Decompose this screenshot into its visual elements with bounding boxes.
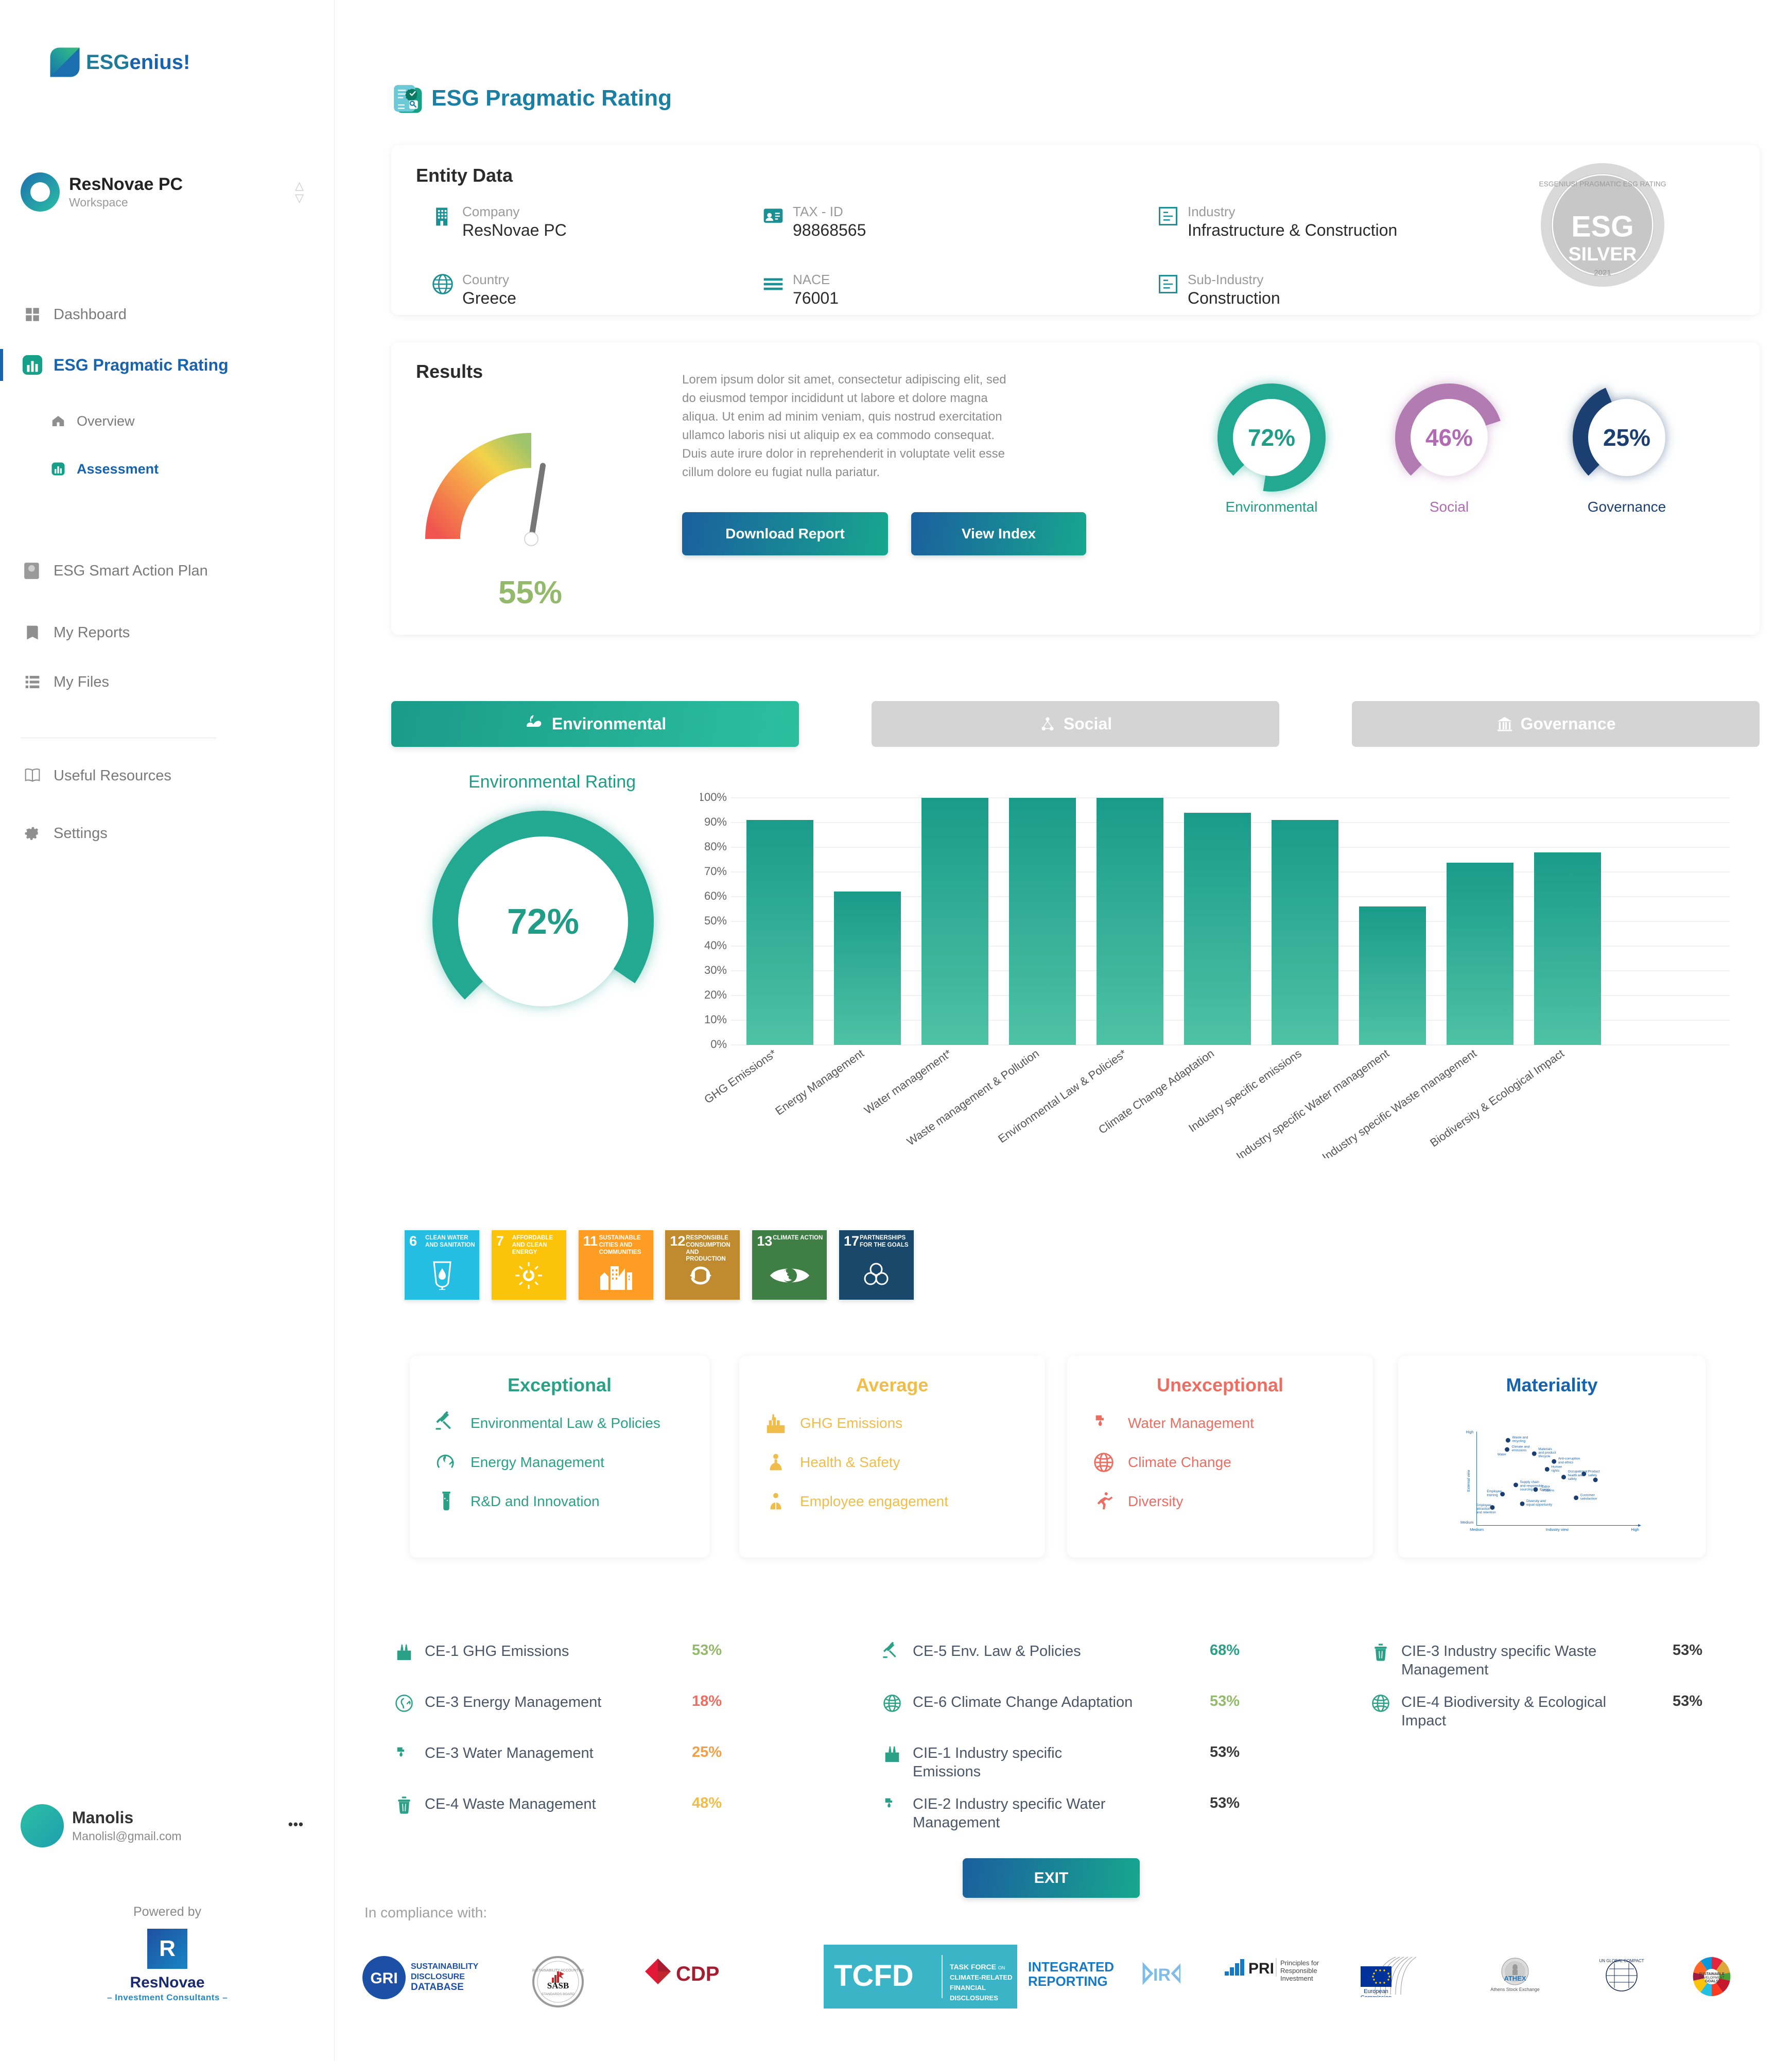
svg-text:TASK FORCE ON: TASK FORCE ON bbox=[950, 1963, 1005, 1971]
svg-text:Human: Human bbox=[1551, 1465, 1562, 1469]
svg-text:Supply chain: Supply chain bbox=[1520, 1480, 1540, 1484]
svg-text:STANDARDS BOARD: STANDARDS BOARD bbox=[542, 1993, 575, 1996]
svg-text:Diversity and: Diversity and bbox=[1526, 1499, 1546, 1503]
svg-text:GOALS: GOALS bbox=[1705, 1979, 1719, 1983]
svg-text:Industry specific Water manage: Industry specific Water management bbox=[1234, 1047, 1391, 1158]
svg-text:Industry view: Industry view bbox=[1546, 1527, 1569, 1532]
svg-text:CDP: CDP bbox=[676, 1963, 719, 1985]
svg-text:INTEGRATED: INTEGRATED bbox=[1028, 1959, 1114, 1975]
svg-text:lifecycle: lifecycle bbox=[1538, 1455, 1551, 1458]
svg-text:Athens Stock Exchange: Athens Stock Exchange bbox=[1490, 1987, 1540, 1992]
svg-text:IR: IR bbox=[1153, 1965, 1171, 1985]
svg-text:CLIMATE-RELATED: CLIMATE-RELATED bbox=[950, 1973, 1013, 1981]
svg-text:Biodiversity & Ecological Impa: Biodiversity & Ecological Impact bbox=[1428, 1047, 1567, 1149]
svg-text:and product: and product bbox=[1538, 1451, 1556, 1455]
svg-text:50%: 50% bbox=[704, 914, 727, 927]
svg-text:training: training bbox=[1487, 1493, 1498, 1497]
svg-text:High: High bbox=[1466, 1430, 1474, 1435]
svg-text:Commission: Commission bbox=[1361, 1995, 1392, 1997]
svg-text:Anti-corruption: Anti-corruption bbox=[1558, 1457, 1580, 1461]
svg-text:Employee: Employee bbox=[1476, 1504, 1491, 1507]
svg-text:PRI: PRI bbox=[1248, 1960, 1274, 1977]
svg-text:100%: 100% bbox=[700, 791, 727, 804]
svg-text:Employee: Employee bbox=[1487, 1490, 1502, 1493]
svg-text:2021: 2021 bbox=[1594, 269, 1611, 277]
svg-text:DISCLOSURES: DISCLOSURES bbox=[950, 1994, 998, 2002]
svg-text:Water: Water bbox=[1498, 1453, 1507, 1457]
svg-text:and ethics: and ethics bbox=[1558, 1461, 1574, 1464]
svg-text:REPORTING: REPORTING bbox=[1028, 1973, 1108, 1989]
svg-text:sourcing: sourcing bbox=[1520, 1488, 1533, 1492]
svg-text:40%: 40% bbox=[704, 939, 727, 952]
svg-text:rights: rights bbox=[1551, 1469, 1560, 1473]
svg-text:safety: safety bbox=[1568, 1477, 1577, 1481]
svg-text:30%: 30% bbox=[704, 964, 727, 976]
svg-text:emissions: emissions bbox=[1511, 1449, 1527, 1453]
svg-text:Water management*: Water management* bbox=[862, 1046, 954, 1116]
svg-text:External view: External view bbox=[1467, 1470, 1471, 1492]
svg-text:Customer: Customer bbox=[1580, 1493, 1595, 1497]
svg-text:0%: 0% bbox=[710, 1038, 727, 1051]
svg-text:80%: 80% bbox=[704, 840, 727, 853]
svg-text:Industry specific Waste manage: Industry specific Waste management bbox=[1320, 1047, 1479, 1158]
svg-text:FINANCIAL: FINANCIAL bbox=[950, 1984, 986, 1992]
svg-text:Investment: Investment bbox=[1280, 1975, 1313, 1982]
svg-text:and retention: and retention bbox=[1476, 1511, 1496, 1514]
svg-text:UN GLOBAL COMPACT: UN GLOBAL COMPACT bbox=[1599, 1959, 1644, 1963]
svg-text:ESG: ESG bbox=[1571, 211, 1633, 243]
svg-text:SUSTAINABLE: SUSTAINABLE bbox=[1699, 1972, 1725, 1976]
svg-text:Medium: Medium bbox=[1470, 1527, 1484, 1532]
svg-text:European: European bbox=[1364, 1988, 1388, 1995]
svg-text:Medium: Medium bbox=[1460, 1521, 1473, 1525]
svg-text:Energy Management: Energy Management bbox=[773, 1047, 866, 1118]
svg-text:Materials: Materials bbox=[1538, 1447, 1552, 1451]
svg-text:70%: 70% bbox=[704, 865, 727, 878]
svg-text:TCFD: TCFD bbox=[834, 1959, 914, 1993]
svg-text:health and: health and bbox=[1568, 1474, 1584, 1477]
svg-text:High: High bbox=[1631, 1527, 1639, 1532]
svg-text:recycling: recycling bbox=[1512, 1440, 1525, 1443]
svg-text:Occupational: Occupational bbox=[1568, 1470, 1588, 1474]
svg-text:SASB: SASB bbox=[547, 1981, 569, 1990]
svg-text:Principles for: Principles for bbox=[1280, 1959, 1319, 1967]
svg-text:ATHEX: ATHEX bbox=[1504, 1975, 1526, 1982]
svg-text:60%: 60% bbox=[704, 889, 727, 902]
svg-text:safety: safety bbox=[1588, 1474, 1597, 1477]
svg-text:attraction: attraction bbox=[1476, 1507, 1490, 1511]
svg-text:satisfaction: satisfaction bbox=[1580, 1497, 1597, 1500]
svg-text:20%: 20% bbox=[704, 988, 727, 1001]
svg-text:10%: 10% bbox=[704, 1013, 727, 1026]
svg-text:GRI: GRI bbox=[370, 1970, 397, 1987]
svg-text:90%: 90% bbox=[704, 815, 727, 828]
svg-text:SILVER: SILVER bbox=[1569, 243, 1637, 265]
svg-text:Product: Product bbox=[1588, 1470, 1600, 1474]
svg-text:Climate and: Climate and bbox=[1511, 1445, 1529, 1448]
svg-text:Waste and: Waste and bbox=[1512, 1436, 1528, 1440]
svg-text:GHG Emissions*: GHG Emissions* bbox=[702, 1046, 779, 1106]
svg-text:ESGENIUS! PRAGMATIC ESG RATING: ESGENIUS! PRAGMATIC ESG RATING bbox=[1539, 180, 1666, 188]
svg-text:Responsible: Responsible bbox=[1280, 1967, 1317, 1975]
svg-text:Energy: Energy bbox=[1540, 1488, 1551, 1492]
svg-text:and responsible: and responsible bbox=[1520, 1484, 1544, 1488]
svg-text:equal opportunity: equal opportunity bbox=[1526, 1503, 1553, 1507]
